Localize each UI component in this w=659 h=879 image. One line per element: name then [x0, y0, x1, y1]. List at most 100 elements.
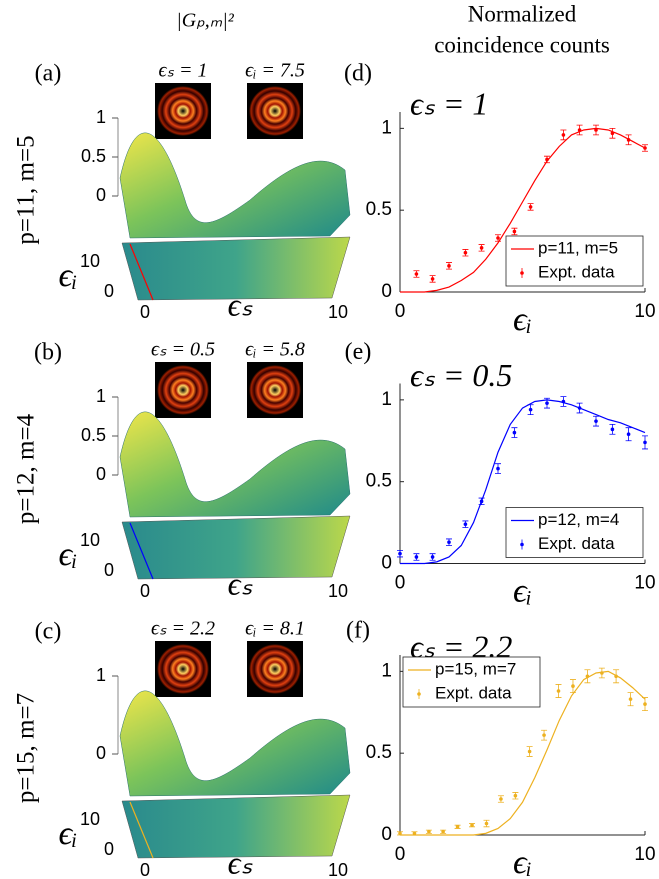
annotation: ϵₛ = 1 — [410, 85, 488, 121]
y-tick-label: 0 — [381, 824, 392, 845]
y-tick-label: 0.5 — [366, 742, 392, 763]
y-tick-label: 0 — [381, 553, 392, 574]
z-tick-label: 0 — [96, 743, 106, 763]
inset-image — [249, 86, 301, 136]
z-tick-label: 0 — [96, 464, 106, 484]
data-point — [594, 128, 598, 132]
panel-label: (b) — [34, 340, 62, 366]
data-point — [464, 251, 468, 255]
data-point — [545, 401, 549, 405]
figure: |Gₚ,ₘ|² Normalized coincidence counts (a… — [0, 0, 659, 879]
x-tick-label: 0 — [395, 844, 406, 865]
data-point — [496, 467, 500, 471]
data-point — [470, 823, 474, 827]
x-tick-label: 0 — [140, 581, 150, 601]
legend-entry: p=12, m=4 — [538, 510, 619, 529]
data-point — [529, 205, 533, 209]
inset-label: ϵᵢ = 5.8 — [245, 339, 305, 361]
x-axis-label: ϵₛ — [228, 844, 254, 879]
data-point — [542, 733, 546, 737]
inset-label: ϵₛ = 1 — [158, 60, 207, 82]
y-tick-label: 1 — [381, 389, 392, 410]
y-tick-label: 0 — [381, 281, 392, 302]
legend-swatch — [417, 692, 421, 696]
surface — [120, 133, 350, 238]
inset-label: ϵₛ = 2.2 — [151, 618, 215, 640]
data-point — [643, 146, 647, 150]
inset-image — [157, 644, 209, 694]
y-tick-label: 1 — [381, 117, 392, 138]
inset-label: ϵᵢ = 7.5 — [245, 60, 305, 82]
y-tick-label: 0 — [104, 560, 114, 580]
data-point — [480, 246, 484, 250]
data-point — [578, 128, 582, 132]
inset-image — [157, 365, 209, 415]
z-tick-label: 0.5 — [81, 425, 106, 445]
y-tick-label: 10 — [80, 530, 100, 550]
data-point — [627, 138, 631, 142]
data-point — [562, 400, 566, 404]
data-point — [447, 540, 451, 544]
data-point — [413, 832, 417, 836]
x-axis-label: ϵᵢ — [513, 572, 532, 609]
data-point — [571, 684, 575, 688]
x-tick-label: 10 — [328, 302, 348, 322]
x-tick-label: 0 — [395, 301, 406, 322]
x-axis-label: ϵᵢ — [513, 301, 532, 338]
data-point — [456, 825, 460, 829]
data-point — [643, 441, 647, 445]
data-point — [485, 822, 489, 826]
data-point — [557, 689, 561, 693]
y-tick-label: 0.5 — [366, 471, 392, 492]
y-tick-label: 1 — [381, 660, 392, 681]
data-point — [447, 264, 451, 268]
surface — [120, 412, 350, 517]
data-point — [431, 277, 435, 281]
data-point — [545, 158, 549, 162]
data-point — [415, 555, 419, 559]
legend-swatch — [520, 271, 524, 275]
x-axis-label: ϵₛ — [228, 286, 254, 322]
data-point — [398, 832, 402, 836]
z-tick-label: 1 — [96, 665, 106, 685]
data-point — [611, 428, 615, 432]
panel-label: (a) — [35, 61, 62, 87]
data-point — [611, 131, 615, 135]
data-point — [441, 830, 445, 834]
data-point — [600, 671, 604, 675]
inset-image — [249, 644, 301, 694]
x-axis-label: ϵᵢ — [513, 844, 532, 879]
y-axis-label: ϵᵢ — [58, 257, 77, 294]
x-tick-label: 10 — [634, 573, 655, 594]
x-tick-label: 10 — [634, 844, 655, 865]
x-axis-label: ϵₛ — [228, 565, 254, 601]
panel-label: (d) — [344, 61, 372, 87]
x-tick-label: 0 — [140, 302, 150, 322]
right-header: coincidence counts — [434, 32, 610, 57]
y-axis-label: ϵᵢ — [58, 815, 77, 852]
z-tick-label: 1 — [96, 386, 106, 406]
data-point — [480, 500, 484, 504]
x-tick-label: 10 — [634, 301, 655, 322]
data-point — [513, 230, 517, 234]
data-point — [629, 697, 633, 701]
data-point — [578, 406, 582, 410]
data-point — [514, 794, 518, 798]
inset-image — [157, 86, 209, 136]
data-point — [528, 750, 532, 754]
side-label: p=12, m=4 — [13, 413, 40, 524]
y-tick-label: 0.5 — [366, 199, 392, 220]
legend-entry: Expt. data — [435, 683, 512, 702]
x-tick-label: 0 — [140, 860, 150, 879]
left-header: |Gₚ,ₘ|² — [176, 10, 234, 32]
side-label: p=15, m=7 — [13, 693, 40, 803]
panel-label: (f) — [346, 618, 370, 644]
data-point — [431, 555, 435, 559]
z-tick-label: 1 — [96, 107, 106, 127]
x-tick-label: 10 — [328, 581, 348, 601]
data-point — [415, 272, 419, 276]
page: { "header": {"left": "|Gₚ,ₘ|²", "right":… — [0, 0, 659, 879]
legend-entry: p=15, m=7 — [435, 659, 516, 678]
inset-label: ϵₛ = 0.5 — [151, 339, 215, 361]
y-tick-label: 10 — [80, 809, 100, 829]
